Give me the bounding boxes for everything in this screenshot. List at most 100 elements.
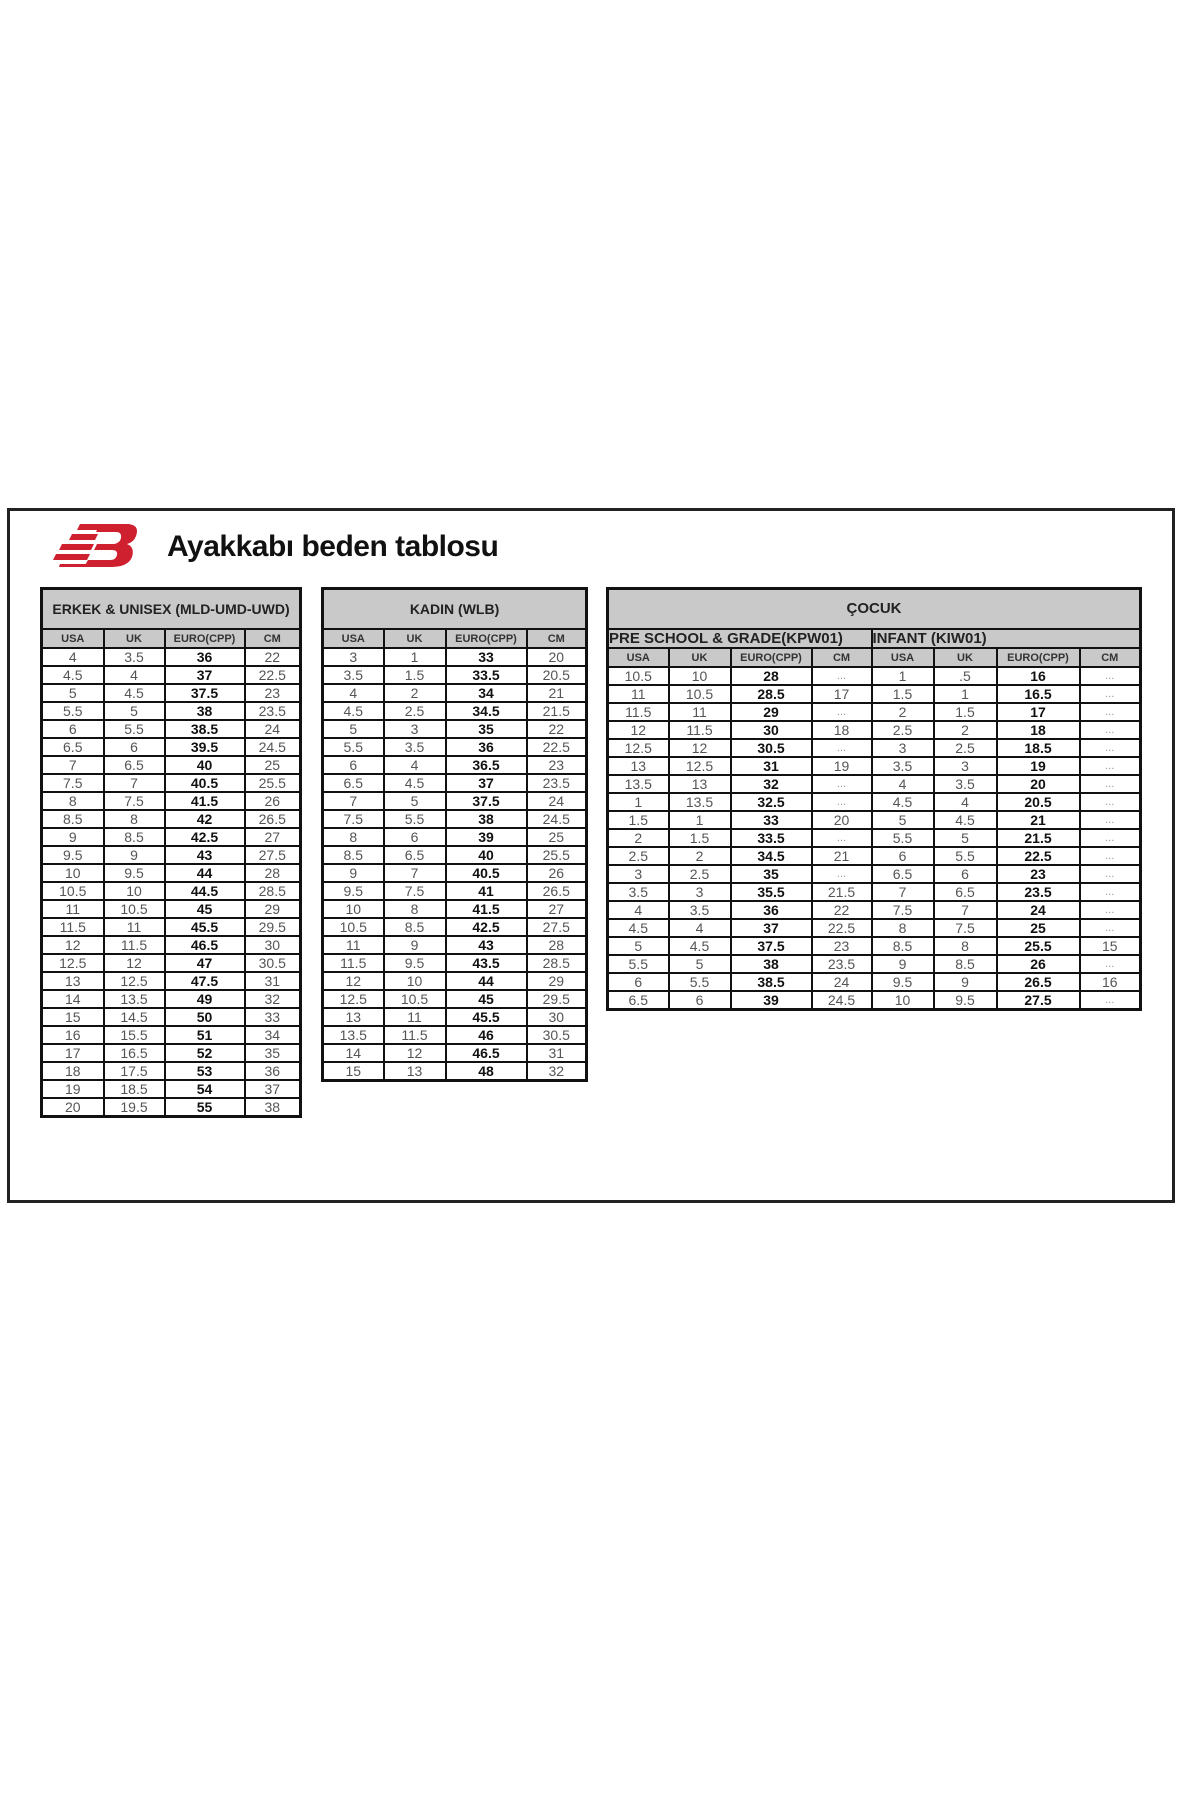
cell-usa: 7.5 bbox=[321, 809, 385, 829]
cell-uk: 4.5 bbox=[932, 810, 998, 830]
cell-euro: 25 bbox=[995, 918, 1081, 938]
table-row: 5.5 3.5 36 22.5 bbox=[321, 737, 588, 757]
table-row: 3 2.5 35... 6.5 6 23... bbox=[606, 864, 1142, 884]
table-row: 1 13.5 32.5... 4.5 4 20.5... bbox=[606, 792, 1142, 812]
column-header-eurocpp: EURO(CPP) bbox=[729, 647, 813, 668]
cell-uk: 9.5 bbox=[932, 990, 998, 1011]
cell-uk: 11.5 bbox=[667, 720, 732, 740]
table-row: 6 5.5 38.5 24 bbox=[40, 719, 302, 739]
table-row: 10 8 41.5 27 bbox=[321, 899, 588, 919]
cell-cm: 22 bbox=[810, 900, 873, 920]
cell-cm: ... bbox=[1078, 828, 1142, 848]
cell-usa: 5 bbox=[606, 936, 670, 956]
cell-uk: 9 bbox=[382, 935, 447, 955]
cell-cm: ... bbox=[1078, 720, 1142, 740]
cell-cm: ... bbox=[810, 828, 873, 848]
cell-uk: 18.5 bbox=[102, 1079, 166, 1099]
cell-usa: 13.5 bbox=[606, 774, 670, 794]
cell-euro: 40.5 bbox=[163, 773, 246, 793]
cell-cm: 24.5 bbox=[525, 809, 588, 829]
column-header-uk: UK bbox=[102, 628, 166, 649]
table-row: 4 3.5 36 22 bbox=[40, 647, 302, 667]
table-row: 8.5 6.5 40 25.5 bbox=[321, 845, 588, 865]
cell-euro: 31 bbox=[729, 756, 813, 776]
cell-euro: 41.5 bbox=[163, 791, 246, 811]
table-row: 5.5 5 38 23.5 9 8.5 26... bbox=[606, 954, 1142, 974]
cell-usa: 12.5 bbox=[40, 953, 105, 973]
column-header-uk: UK bbox=[932, 647, 998, 668]
column-header-usa: USA bbox=[40, 628, 105, 649]
cell-uk: 5.5 bbox=[667, 972, 732, 992]
table-row: 11 10.5 28.5 17 1.5 1 16.5... bbox=[606, 684, 1142, 704]
cell-euro: 51 bbox=[163, 1025, 246, 1045]
cell-euro: 39 bbox=[729, 990, 813, 1011]
column-header-row: USA UK EURO(CPP) CM bbox=[321, 628, 588, 649]
table-row: 4.5 2.5 34.5 21.5 bbox=[321, 701, 588, 721]
table-row: 2 1.5 33.5... 5.5 5 21.5... bbox=[606, 828, 1142, 848]
cell-usa: 2.5 bbox=[606, 846, 670, 866]
cell-euro: 43 bbox=[444, 935, 528, 955]
cell-cm: 16 bbox=[1078, 972, 1142, 992]
cell-euro: 19 bbox=[995, 756, 1081, 776]
cell-cm: 25.5 bbox=[525, 845, 588, 865]
cell-uk: 2 bbox=[932, 720, 998, 740]
cell-cm: 23 bbox=[525, 755, 588, 775]
cell-usa: 10 bbox=[870, 990, 935, 1011]
cell-uk: 5.5 bbox=[932, 846, 998, 866]
cell-uk: 13.5 bbox=[667, 792, 732, 812]
table-row: 7.5 7 40.5 25.5 bbox=[40, 773, 302, 793]
cell-cm: 31 bbox=[243, 971, 302, 991]
table-row: 12 11.5 30 18 2.5 2 18... bbox=[606, 720, 1142, 740]
cell-uk: 2 bbox=[667, 846, 732, 866]
men-size-table: ERKEK & UNISEX (MLD-UMD-UWD) USA UK EURO(C… bbox=[40, 587, 303, 1118]
cell-cm: 35 bbox=[243, 1043, 302, 1063]
cell-cm: 29.5 bbox=[243, 917, 302, 937]
cell-euro: 33.5 bbox=[729, 828, 813, 848]
cell-uk: 2.5 bbox=[667, 864, 732, 884]
cell-cm: ... bbox=[810, 792, 873, 812]
table-row: 9.5 7.5 41 26.5 bbox=[321, 881, 588, 901]
cell-cm: ... bbox=[1078, 882, 1142, 902]
cell-cm: 24 bbox=[525, 791, 588, 811]
cell-euro: 22.5 bbox=[995, 846, 1081, 866]
table-row: 11 10.5 45 29 bbox=[40, 899, 302, 919]
cell-cm: 31 bbox=[525, 1043, 588, 1063]
cell-uk: 12 bbox=[102, 953, 166, 973]
cell-cm: ... bbox=[810, 738, 873, 758]
cell-usa: 8 bbox=[40, 791, 105, 811]
cell-usa: 8.5 bbox=[40, 809, 105, 829]
table-row: 9 7 40.5 26 bbox=[321, 863, 588, 883]
cell-uk: 3.5 bbox=[382, 737, 447, 757]
cell-cm: ... bbox=[810, 774, 873, 794]
cell-cm: 25.5 bbox=[243, 773, 302, 793]
cell-euro: 18 bbox=[995, 720, 1081, 740]
cell-euro: 46.5 bbox=[163, 935, 246, 955]
cell-uk: 6 bbox=[102, 737, 166, 757]
cell-usa: 3.5 bbox=[321, 665, 385, 685]
cell-usa: 4.5 bbox=[606, 918, 670, 938]
cell-uk: 4 bbox=[102, 665, 166, 685]
cell-cm: 22 bbox=[525, 719, 588, 739]
cell-uk: 9 bbox=[102, 845, 166, 865]
table-row: 14 13.5 49 32 bbox=[40, 989, 302, 1009]
cell-uk: 1.5 bbox=[382, 665, 447, 685]
table-row: 6.5 6 39 24.5 10 9.5 27.5... bbox=[606, 990, 1142, 1011]
table-row: 5 3 35 22 bbox=[321, 719, 588, 739]
cell-usa: 9.5 bbox=[321, 881, 385, 901]
column-header-eurocpp: EURO(CPP) bbox=[995, 647, 1081, 668]
cell-usa: 7.5 bbox=[40, 773, 105, 793]
column-header-cm: CM bbox=[525, 628, 588, 649]
cell-uk: 4 bbox=[932, 792, 998, 812]
cell-euro: 37.5 bbox=[729, 936, 813, 956]
cell-euro: 37.5 bbox=[444, 791, 528, 811]
table-row: 1.5 1 33 20 5 4.5 21... bbox=[606, 810, 1142, 830]
women-size-table: KADIN (WLB) USA UK EURO(CPP) CM 3 1 33 20 3.5 1.… bbox=[321, 587, 589, 1082]
table-row: 15 14.5 50 33 bbox=[40, 1007, 302, 1027]
cell-uk: 1.5 bbox=[667, 828, 732, 848]
cell-usa: 9 bbox=[321, 863, 385, 883]
cell-usa: 9.5 bbox=[870, 972, 935, 992]
cell-cm: 18 bbox=[810, 720, 873, 740]
table-row: 7 5 37.5 24 bbox=[321, 791, 588, 811]
cell-uk: 5 bbox=[667, 954, 732, 974]
cell-uk: 2 bbox=[382, 683, 447, 703]
